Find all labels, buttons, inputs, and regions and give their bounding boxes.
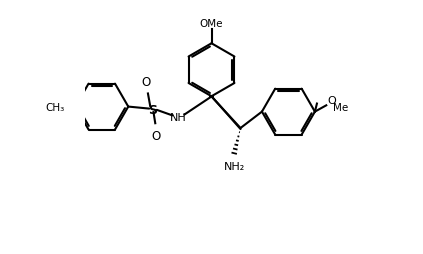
Text: NH: NH: [170, 112, 187, 122]
Text: NH₂: NH₂: [224, 161, 245, 171]
Text: OMe: OMe: [200, 19, 223, 28]
Text: S: S: [148, 103, 157, 116]
Text: Me: Me: [333, 102, 348, 112]
Text: O: O: [327, 95, 336, 105]
Text: O: O: [141, 76, 151, 89]
Text: O: O: [151, 130, 161, 143]
Text: CH₃: CH₃: [45, 102, 64, 112]
